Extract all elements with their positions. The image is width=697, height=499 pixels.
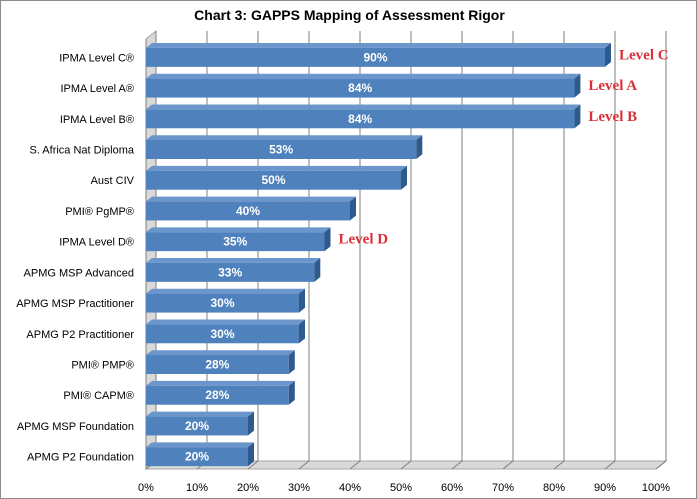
bar-side-face [416, 135, 423, 159]
bar-value-label: 84% [348, 81, 372, 95]
bar [146, 170, 401, 190]
bar-side-face [574, 104, 581, 129]
bar-side-face [314, 258, 321, 282]
bar-value-label: 33% [218, 265, 242, 279]
x-gridline [553, 31, 565, 470]
x-tick-label: 40% [339, 482, 361, 494]
bar-value-label: 84% [348, 112, 372, 126]
bar-side-face [299, 319, 305, 344]
bar-side-face [574, 73, 581, 98]
bar [146, 78, 575, 98]
bar-top-face [146, 350, 295, 355]
category-label: PMI® PgMP® [65, 206, 134, 218]
bar-side-face [248, 411, 254, 436]
bar [146, 447, 248, 467]
annotation-label: Level A [588, 78, 637, 94]
bar-top-face [146, 380, 295, 386]
x-tick-label: 30% [288, 482, 310, 494]
bar-top-face [146, 442, 254, 448]
category-label: IPMA Level C® [59, 52, 134, 64]
bar [146, 232, 325, 252]
bar-value-label: 30% [210, 296, 234, 310]
category-label: APMG P2 Practitioner [26, 329, 134, 341]
bar [146, 140, 417, 159]
x-gridline [604, 31, 616, 470]
bar-value-label: 30% [210, 327, 234, 341]
bar-top-face [146, 411, 254, 417]
bar-top-face [146, 196, 356, 202]
bar [146, 47, 605, 67]
bar [146, 293, 299, 313]
bar [146, 262, 315, 282]
bar-value-label: 28% [205, 358, 229, 372]
bar-side-face [299, 288, 305, 313]
x-gridline [655, 31, 667, 470]
bar-top-face [146, 73, 581, 79]
category-label: APMG MSP Practitioner [16, 298, 134, 310]
bar-side-face [288, 350, 295, 374]
bar [146, 109, 575, 129]
x-tick-label: 10% [186, 482, 208, 494]
x-gridline [451, 31, 463, 470]
category-label: IPMA Level D® [59, 237, 134, 249]
bar-top-face [146, 135, 423, 140]
bar-top-face [146, 43, 611, 48]
bar-side-face [288, 380, 295, 405]
annotation-label: Level D [339, 232, 389, 248]
x-tick-label: 0% [138, 482, 154, 494]
category-label: PMI® PMP® [71, 360, 134, 372]
bar-top-face [146, 165, 407, 171]
x-tick-label: 20% [237, 482, 259, 494]
annotation-label: Level B [588, 109, 637, 125]
category-label: PMI® CAPM® [63, 390, 134, 402]
bar-value-label: 20% [185, 419, 209, 433]
category-label: Aust CIV [91, 175, 135, 187]
bar-value-label: 40% [236, 204, 260, 218]
bar-top-face [146, 258, 321, 263]
category-label: S. Africa Nat Diploma [29, 145, 134, 157]
category-label: APMG P2 Foundation [27, 452, 134, 464]
bar [146, 355, 289, 374]
bar-value-label: 28% [205, 388, 229, 402]
category-label: APMG MSP Foundation [17, 421, 134, 433]
x-tick-label: 70% [492, 482, 514, 494]
x-gridline [502, 31, 514, 470]
bar-side-face [324, 227, 331, 252]
chart-title: Chart 3: GAPPS Mapping of Assessment Rig… [194, 7, 505, 23]
bar [146, 201, 350, 221]
x-tick-label: 90% [594, 482, 616, 494]
bar-value-label: 50% [261, 173, 285, 187]
category-label: IPMA Level B® [60, 114, 134, 126]
bar-value-label: 90% [363, 50, 387, 64]
bar-top-face [146, 319, 305, 325]
bar-value-label: 35% [223, 235, 247, 249]
x-tick-label: 80% [543, 482, 565, 494]
bar [146, 324, 299, 344]
bar-top-face [146, 227, 331, 233]
annotation-label: Level C [619, 47, 669, 63]
bar-value-label: 20% [185, 450, 209, 464]
bar [146, 385, 289, 405]
x-gridline [400, 31, 412, 470]
bar-top-face [146, 288, 305, 294]
x-tick-label: 50% [390, 482, 412, 494]
bar-side-face [605, 43, 611, 67]
x-tick-label: 60% [441, 482, 463, 494]
bar-side-face [248, 442, 254, 467]
bar-side-face [401, 165, 407, 190]
category-label: APMG MSP Advanced [24, 267, 134, 279]
bar [146, 416, 248, 436]
category-label: IPMA Level A® [60, 83, 134, 95]
bar-value-label: 53% [269, 143, 293, 157]
bar-side-face [350, 196, 356, 221]
bar-top-face [146, 104, 581, 110]
x-tick-label: 100% [642, 482, 670, 494]
